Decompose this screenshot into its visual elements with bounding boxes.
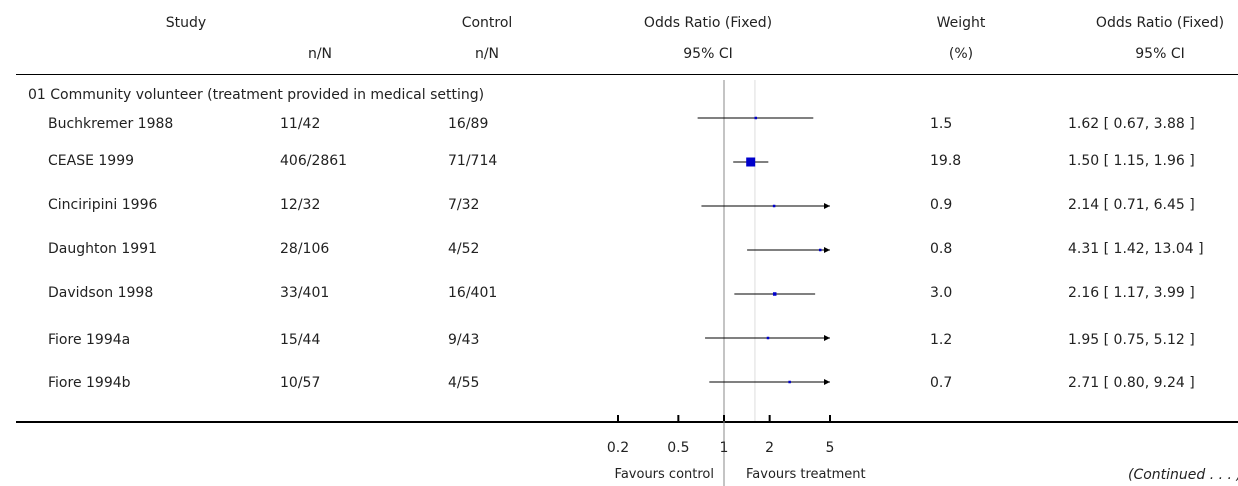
study-name: Cinciripini 1996 xyxy=(48,197,158,213)
point-estimate xyxy=(788,380,791,384)
ci-text: 1.62 [ 0.67, 3.88 ] xyxy=(1068,116,1195,132)
control-count: 7/32 xyxy=(448,197,480,213)
header-or-plot-sub: 95% CI xyxy=(683,46,733,62)
weight-value: 1.5 xyxy=(930,116,953,132)
weight-value: 1.2 xyxy=(930,332,953,348)
ci-arrow xyxy=(824,335,830,341)
header-control-sub: n/N xyxy=(474,46,500,62)
tick-label: 5 xyxy=(825,440,835,456)
weight-value: 0.9 xyxy=(930,197,953,213)
ci-text: 4.31 [ 1.42, 13.04 ] xyxy=(1068,241,1204,257)
control-count: 16/401 xyxy=(448,285,498,301)
ci-arrow xyxy=(824,379,830,385)
continued-note: (Continued . . . ) xyxy=(1128,467,1238,483)
study-name: Fiore 1994a xyxy=(48,332,131,348)
point-estimate xyxy=(746,157,756,167)
tick-label: 0.5 xyxy=(667,440,690,456)
point-estimate xyxy=(818,248,822,252)
control-count: 16/89 xyxy=(448,116,489,132)
favours-treatment-label: Favours treatment xyxy=(746,467,866,482)
ci-arrow xyxy=(824,203,830,209)
control-count: 4/52 xyxy=(448,241,480,257)
header-weight-sub: (%) xyxy=(948,46,974,62)
control-count: 4/55 xyxy=(448,375,480,391)
header-rule xyxy=(16,74,1238,75)
treatment-count: 406/2861 xyxy=(280,153,348,169)
study-name: Buchkremer 1988 xyxy=(48,116,174,132)
ci-arrow xyxy=(824,247,830,253)
weight-value: 0.8 xyxy=(930,241,953,257)
header-study: Study xyxy=(165,15,207,31)
treatment-count: 33/401 xyxy=(280,285,330,301)
tick-label: 0.2 xyxy=(606,440,630,456)
study-name: Fiore 1994b xyxy=(48,375,131,391)
treatment-count: 10/57 xyxy=(280,375,321,391)
study-name: Davidson 1998 xyxy=(48,285,154,301)
weight-value: 0.7 xyxy=(930,375,953,391)
favours-control-label: Favours control xyxy=(614,467,714,482)
header-control: Control xyxy=(461,15,513,31)
header-or-text-sub: 95% CI xyxy=(1135,46,1185,62)
treatment-count: 11/42 xyxy=(280,116,321,132)
header-or-text: Odds Ratio (Fixed) xyxy=(1095,15,1225,31)
point-estimate xyxy=(772,204,776,208)
tick-label: 2 xyxy=(765,440,775,456)
weight-value: 19.8 xyxy=(930,153,962,169)
ci-text: 1.95 [ 0.75, 5.12 ] xyxy=(1068,332,1195,348)
weight-value: 3.0 xyxy=(930,285,953,301)
study-name: Daughton 1991 xyxy=(48,241,157,257)
ci-text: 1.50 [ 1.15, 1.96 ] xyxy=(1068,153,1195,169)
bottom-rule xyxy=(16,421,1238,423)
treatment-count: 15/44 xyxy=(280,332,321,348)
control-count: 9/43 xyxy=(448,332,480,348)
ci-text: 2.14 [ 0.71, 6.45 ] xyxy=(1068,197,1195,213)
header-treatment-sub: n/N xyxy=(307,46,333,62)
header-weight: Weight xyxy=(936,15,986,31)
study-name: CEASE 1999 xyxy=(48,153,135,169)
subgroup-title: 01 Community volunteer (treatment provid… xyxy=(28,87,485,103)
treatment-count: 12/32 xyxy=(280,197,321,213)
ci-text: 2.16 [ 1.17, 3.99 ] xyxy=(1068,285,1195,301)
point-estimate xyxy=(772,292,777,296)
point-estimate xyxy=(766,336,770,340)
tick-label: 1 xyxy=(719,440,729,456)
treatment-count: 28/106 xyxy=(280,241,330,257)
ci-text: 2.71 [ 0.80, 9.24 ] xyxy=(1068,375,1195,391)
control-count: 71/714 xyxy=(448,153,498,169)
point-estimate xyxy=(754,116,758,120)
header-or-plot: Odds Ratio (Fixed) xyxy=(643,15,773,31)
